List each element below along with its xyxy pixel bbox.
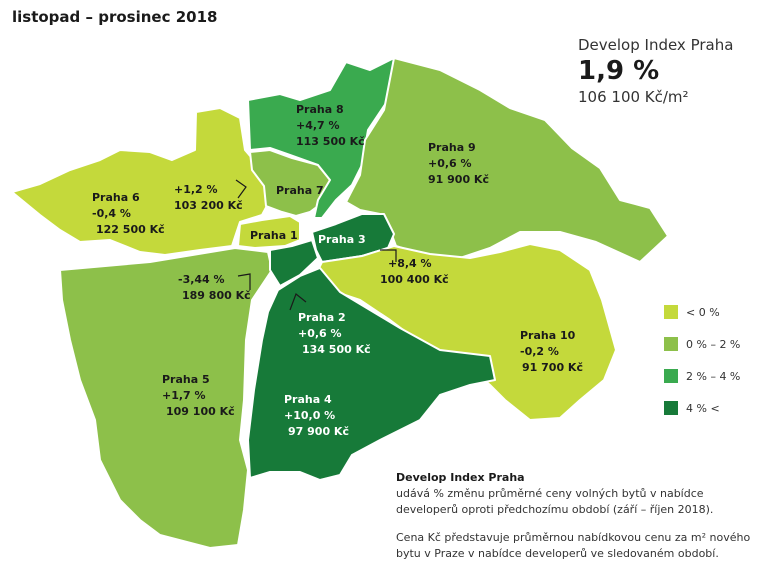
label-praha9: Praha 9 +0,6 % 91 900 Kč [428,140,489,188]
develop-index-summary: Develop Index Praha 1,9 % 106 100 Kč/m² [578,36,733,106]
change-praha2: +0,6 % [298,327,342,340]
change-praha1: -3,44 % [178,273,225,286]
price-praha3: 100 400 Kč [380,273,449,286]
leader-praha3 [380,249,397,262]
legend-item: 2 % – 4 % [664,368,740,384]
legend-swatch [664,305,678,319]
label-praha1: Praha 1 [250,228,298,244]
name-praha7: Praha 7 [276,184,324,197]
legend-item: 4 % < [664,400,740,416]
change-praha5: +1,7 % [162,389,206,402]
change-praha3: +8,4 % [388,257,432,270]
price-praha4: 97 900 Kč [288,425,349,438]
change-praha8: +4,7 % [296,119,340,132]
label-praha8: Praha 8 +4,7 % 113 500 Kč [296,102,365,150]
price-praha8: 113 500 Kč [296,135,365,148]
label-praha5: Praha 5 +1,7 % 109 100 Kč [162,372,235,420]
district-praha1[interactable] [237,215,301,249]
legend-swatch [664,369,678,383]
index-name: Develop Index Praha [578,36,734,54]
label-praha2: Praha 2 +0,6 % 134 500 Kč [298,310,371,358]
legend-label: < 0 % [686,305,720,319]
change-praha6: -0,4 % [92,207,131,220]
price-praha9: 91 900 Kč [428,173,489,186]
name-praha3: Praha 3 [318,233,366,246]
leader-praha7 [235,179,247,199]
name-praha6: Praha 6 [92,191,140,204]
leader-praha2 [289,293,307,311]
name-praha2: Praha 2 [298,311,346,324]
legend-label: 0 % – 2 % [686,337,741,351]
legend-swatch [664,401,678,415]
district-praha10[interactable] [317,243,617,421]
legend-swatch [664,337,678,351]
legend-item: < 0 % [664,304,740,320]
legend-label: 2 % – 4 % [686,369,741,383]
label-praha3: Praha 3 [318,232,366,248]
name-praha10: Praha 10 [520,329,576,342]
index-value: 1,9 % [578,56,660,86]
label-praha4: Praha 4 +10,0 % 97 900 Kč [284,392,349,440]
change-praha4: +10,0 % [284,409,336,422]
legend-label: 4 % < [686,401,720,415]
note-title: Develop Index Praha [396,471,525,484]
leader-praha1 [237,273,251,290]
change-praha9: +0,6 % [428,157,472,170]
name-praha9: Praha 9 [428,141,476,154]
index-price: 106 100 Kč/m² [578,88,689,106]
legend-item: 0 % – 2 % [664,336,740,352]
index-explanation: Develop Index Praha udává % změnu průměr… [396,470,756,562]
label-praha3-values: +8,4 % 100 400 Kč [380,256,449,288]
name-praha5: Praha 5 [162,373,210,386]
district-praha4[interactable] [247,267,496,481]
note-line: developerů oproti předchozímu období (zá… [396,503,714,516]
district-praha2-north[interactable] [269,239,319,287]
label-praha1-values: -3,44 % 189 800 Kč [178,272,251,304]
note-line: Cena Kč představuje průměrnou nabídkovou… [396,531,751,544]
district-praha9[interactable] [345,57,669,263]
district-praha7[interactable] [249,149,331,217]
price-praha7: 103 200 Kč [174,199,243,212]
label-praha6: Praha 6 -0,4 % 122 500 Kč [92,190,165,238]
price-praha1: 189 800 Kč [182,289,251,302]
district-praha8[interactable] [247,57,395,219]
map-title: listopad – prosinec 2018 [12,8,218,26]
change-praha7: +1,2 % [174,183,218,196]
label-praha10: Praha 10 -0,2 % 91 700 Kč [520,328,583,376]
map-legend: < 0 % 0 % – 2 % 2 % – 4 % 4 % < [664,304,740,432]
price-praha2: 134 500 Kč [302,343,371,356]
name-praha1: Praha 1 [250,229,298,242]
name-praha8: Praha 8 [296,103,344,116]
note-line: bytu v Praze v nabídce developerů ve sle… [396,547,719,560]
change-praha10: -0,2 % [520,345,559,358]
label-praha7: Praha 7 [276,183,324,199]
note-line: udává % změnu průměrné ceny volných bytů… [396,487,704,500]
price-praha5: 109 100 Kč [166,405,235,418]
label-praha7-values: +1,2 % 103 200 Kč [174,182,243,214]
price-praha6: 122 500 Kč [96,223,165,236]
name-praha4: Praha 4 [284,393,332,406]
district-praha3[interactable] [311,213,395,263]
price-praha10: 91 700 Kč [522,361,583,374]
